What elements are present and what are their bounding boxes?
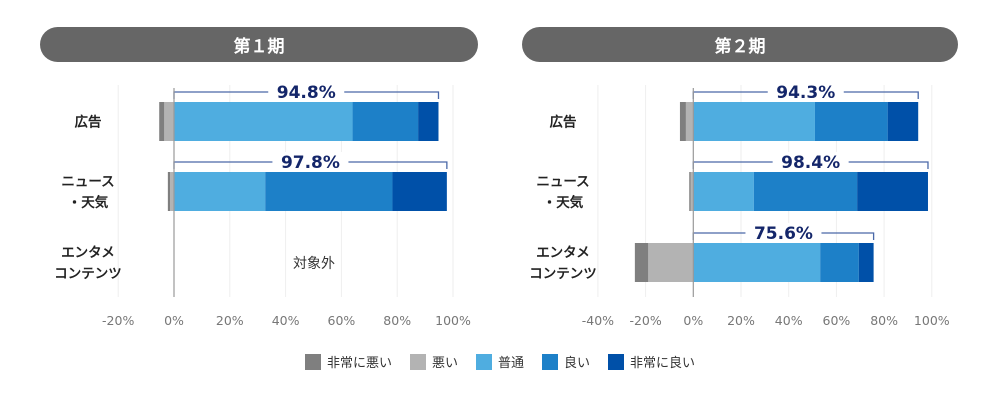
x-tick-label: 60%	[328, 313, 356, 328]
legend-label: 非常に悪い	[326, 356, 392, 371]
bar-segment-normal	[693, 172, 754, 211]
legend: 非常に悪い 悪い 普通 良い 非常に良い	[0, 352, 1000, 371]
not-applicable-label: 対象外	[293, 256, 335, 272]
x-tick-label: 80%	[383, 313, 411, 328]
x-tick-label: 20%	[727, 313, 755, 328]
bar-segment-very-bad	[689, 172, 691, 211]
category-label: ・天気	[543, 194, 584, 211]
total-label-bg	[268, 82, 345, 102]
x-tick-label: 40%	[775, 313, 803, 328]
x-tick-label: 80%	[870, 313, 898, 328]
bar-segment-good	[820, 243, 859, 282]
period-2-header: 第２期	[522, 27, 958, 62]
x-tick-label: 0%	[164, 313, 184, 328]
category-label: ニュース	[536, 174, 589, 190]
x-tick-label: 20%	[216, 313, 244, 328]
total-label-bg	[272, 152, 349, 172]
positive-total-label: 75.6%	[754, 224, 813, 244]
x-tick-label: 60%	[823, 313, 851, 328]
positive-total-label: 97.8%	[281, 153, 340, 173]
category-label: コンテンツ	[529, 266, 597, 282]
category-label: ニュース	[61, 174, 114, 190]
legend-item-good: 良い	[542, 352, 590, 371]
bar-segment-normal	[693, 102, 815, 141]
x-tick-label: 40%	[272, 313, 300, 328]
legend-label: 良い	[564, 356, 591, 371]
x-tick-label: -40%	[582, 313, 614, 328]
bar-segment-very-good	[857, 172, 928, 211]
legend-item-bad: 悪い	[409, 352, 458, 371]
bar-segment-good	[265, 172, 393, 211]
bar-segment-good	[352, 102, 419, 141]
bar-segment-very-bad	[167, 172, 171, 211]
x-tick-label: -20%	[102, 313, 134, 328]
category-label: エンタメ	[536, 245, 590, 261]
bar-segment-bad	[170, 172, 174, 211]
bar-segment-bad	[685, 102, 694, 141]
period-1-header: 第１期	[40, 27, 478, 62]
bar-segment-very-good	[887, 102, 919, 141]
bar-segment-normal	[693, 243, 821, 282]
bar-segment-normal	[174, 102, 353, 141]
bar-segment-normal	[174, 172, 266, 211]
category-label: ・天気	[68, 194, 109, 211]
bar-segment-bad	[690, 172, 694, 211]
bar-segment-very-bad	[634, 243, 649, 282]
bar-segment-bad	[648, 243, 694, 282]
legend-item-normal: 普通	[475, 352, 524, 371]
x-tick-label: 100%	[914, 313, 950, 328]
bar-segment-very-good	[418, 102, 439, 141]
total-label-bg	[772, 152, 849, 172]
category-label: 広告	[75, 114, 102, 131]
positive-total-label: 94.8%	[277, 83, 336, 103]
positive-total-label: 98.4%	[781, 153, 840, 173]
total-label-bg	[767, 82, 844, 102]
legend-label: 普通	[497, 356, 524, 371]
total-label-bg	[745, 223, 822, 243]
legend-swatch	[409, 353, 426, 370]
bar-segment-very-good	[858, 243, 874, 282]
legend-label: 非常に良い	[630, 356, 696, 371]
bar-segment-very-good	[392, 172, 447, 211]
x-tick-label: 0%	[683, 313, 703, 328]
legend-swatch	[542, 353, 558, 370]
x-tick-label: -20%	[629, 313, 661, 328]
x-tick-label: 100%	[435, 313, 471, 328]
legend-swatch	[608, 353, 625, 370]
legend-item-very-bad: 非常に悪い	[304, 352, 392, 371]
bar-segment-bad	[164, 102, 174, 141]
bar-segment-good	[814, 102, 888, 141]
category-label: エンタメ	[61, 245, 115, 261]
positive-total-label: 94.3%	[776, 83, 835, 103]
bar-segment-good	[753, 172, 858, 211]
legend-swatch	[304, 353, 321, 370]
legend-item-very-good: 非常に良い	[608, 352, 695, 371]
legend-label: 悪い	[431, 356, 458, 371]
bar-segment-very-bad	[679, 102, 686, 141]
bar-segment-very-bad	[159, 102, 165, 141]
legend-swatch	[475, 353, 492, 370]
category-label: コンテンツ	[54, 266, 122, 282]
category-label: 広告	[550, 114, 577, 131]
